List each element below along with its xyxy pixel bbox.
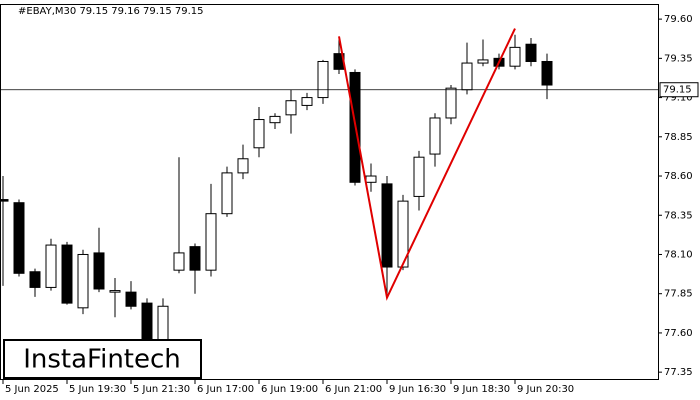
candle-body bbox=[13, 202, 25, 274]
y-tick-label: 78.35 bbox=[664, 210, 693, 221]
current-price-label: 79.15 bbox=[663, 85, 692, 96]
x-tick-label: 9 Jun 16:30 bbox=[389, 384, 446, 395]
candle-body bbox=[285, 100, 297, 116]
x-tick-label: 6 Jun 21:00 bbox=[325, 384, 382, 395]
candle-body bbox=[541, 60, 553, 86]
candle-body bbox=[477, 59, 489, 64]
candle-body bbox=[77, 253, 89, 309]
y-tick-label: 78.10 bbox=[664, 249, 693, 260]
candle-body bbox=[269, 115, 281, 124]
y-tick-label: 79.35 bbox=[664, 53, 693, 64]
candle-body bbox=[45, 244, 57, 288]
logo: InstaFintech bbox=[23, 345, 181, 375]
candle-body bbox=[317, 60, 329, 99]
y-tick-label: 78.60 bbox=[664, 171, 693, 182]
plot-frame bbox=[0, 4, 659, 380]
candle-body bbox=[0, 199, 9, 202]
current-price-box bbox=[659, 82, 699, 98]
candle-body bbox=[237, 158, 249, 174]
x-tick-label: 9 Jun 18:30 bbox=[453, 384, 510, 395]
candle-body bbox=[205, 213, 217, 271]
candle-body bbox=[109, 290, 121, 293]
y-tick-label: 77.85 bbox=[664, 289, 693, 300]
candle-body bbox=[461, 62, 473, 91]
x-tick-label: 6 Jun 19:00 bbox=[261, 384, 318, 395]
candle-body bbox=[189, 246, 201, 271]
candle-body bbox=[301, 97, 313, 106]
x-tick-label: 9 Jun 20:30 bbox=[517, 384, 574, 395]
candle-body bbox=[93, 252, 105, 290]
logo-box bbox=[3, 339, 202, 379]
candle-body bbox=[397, 200, 409, 268]
candle-body bbox=[221, 172, 233, 215]
candle-body bbox=[525, 43, 537, 62]
candle-body bbox=[125, 291, 137, 307]
candle-body bbox=[173, 252, 185, 271]
y-tick-label: 77.35 bbox=[664, 367, 693, 378]
candle-body bbox=[253, 119, 265, 149]
candle-body bbox=[29, 271, 41, 288]
candle-body bbox=[381, 183, 393, 268]
pattern-line bbox=[338, 28, 516, 301]
chart-title: #EBAY,M30 79.15 79.16 79.15 79.15 bbox=[18, 6, 204, 17]
candle-body bbox=[445, 87, 457, 119]
x-tick-label: 5 Jun 2025 bbox=[5, 384, 59, 395]
candle-body bbox=[365, 175, 377, 183]
candle-body bbox=[509, 46, 521, 67]
y-tick-label: 79.60 bbox=[664, 14, 693, 25]
candle-body bbox=[429, 117, 441, 155]
y-tick-label: 77.60 bbox=[664, 328, 693, 339]
candle-body bbox=[61, 244, 73, 304]
x-tick-label: 5 Jun 21:30 bbox=[133, 384, 190, 395]
candle-body bbox=[413, 156, 425, 197]
y-tick-label: 78.85 bbox=[664, 132, 693, 143]
y-tick-label: 79.10 bbox=[664, 93, 693, 104]
x-tick-label: 5 Jun 19:30 bbox=[69, 384, 126, 395]
x-tick-label: 6 Jun 17:00 bbox=[197, 384, 254, 395]
